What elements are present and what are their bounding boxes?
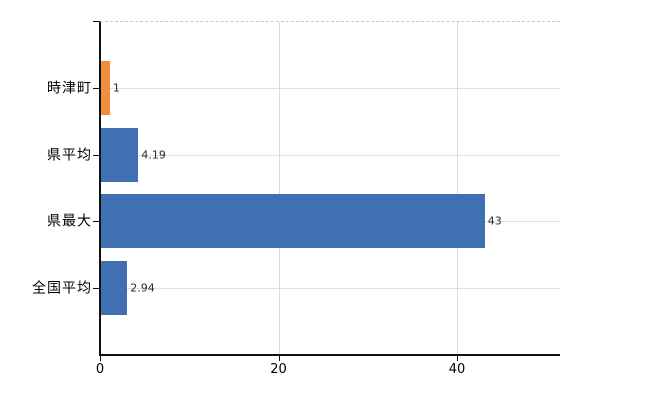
category-label: 全国平均 <box>32 280 92 297</box>
vertical-gridline <box>457 22 458 354</box>
x-tick-label: 0 <box>95 362 105 377</box>
bar-3 <box>101 194 485 249</box>
vertical-gridline <box>278 22 280 354</box>
bar-2 <box>101 127 139 182</box>
x-axis-tick <box>278 356 280 361</box>
category-label: 県最大 <box>47 213 92 230</box>
bar-1 <box>101 61 110 116</box>
plot-top-border <box>100 21 560 22</box>
value-label: 4.19 <box>141 148 166 162</box>
value-label: 2.94 <box>130 281 155 295</box>
row-gridline <box>100 154 560 156</box>
x-axis-line <box>99 354 560 356</box>
row-gridline <box>100 88 560 90</box>
y-axis-line <box>99 22 101 355</box>
x-axis-tick <box>100 356 101 361</box>
y-axis-top-tick <box>93 21 100 22</box>
row-gridline <box>100 287 560 289</box>
x-tick-label: 20 <box>270 362 287 377</box>
category-label: 県平均 <box>47 147 92 164</box>
value-label: 43 <box>487 214 502 228</box>
value-label: 1 <box>112 81 120 95</box>
x-axis-tick <box>457 356 458 361</box>
row-gridline <box>100 221 560 223</box>
bar-4 <box>101 260 128 315</box>
x-tick-label: 40 <box>448 362 466 377</box>
category-label: 時津町 <box>47 80 92 97</box>
